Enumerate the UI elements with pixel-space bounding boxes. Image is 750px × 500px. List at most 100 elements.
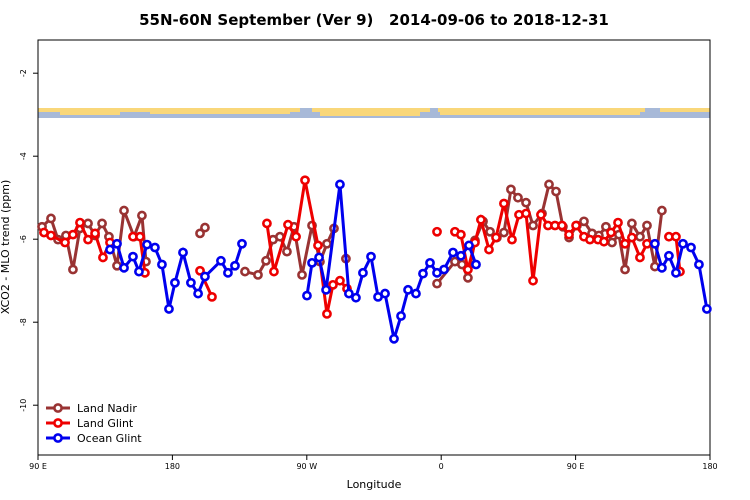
x-tick-label: 90 W xyxy=(296,462,317,471)
point xyxy=(195,265,205,276)
point xyxy=(463,264,473,275)
point xyxy=(314,252,324,263)
y-tick-label: -8 xyxy=(19,318,28,326)
point xyxy=(170,277,180,288)
point xyxy=(98,252,108,263)
point xyxy=(642,238,652,249)
point xyxy=(642,220,652,231)
point xyxy=(75,217,85,228)
point xyxy=(216,255,226,266)
point xyxy=(564,229,574,240)
point xyxy=(83,234,93,245)
point xyxy=(601,221,611,232)
point xyxy=(513,192,523,203)
point xyxy=(626,232,637,243)
x-tick-label: 90 E xyxy=(567,462,585,471)
point xyxy=(471,259,481,270)
point xyxy=(142,239,152,250)
legend-label: Ocean Glint xyxy=(77,432,142,445)
point xyxy=(328,279,338,290)
point xyxy=(536,209,546,220)
point xyxy=(464,240,474,251)
point xyxy=(193,288,203,299)
point xyxy=(223,267,233,278)
point xyxy=(230,260,240,271)
point xyxy=(613,217,623,228)
point xyxy=(607,237,617,248)
point xyxy=(484,244,494,255)
legend-label: Land Glint xyxy=(77,417,134,430)
point xyxy=(606,227,616,238)
series-line xyxy=(43,179,682,315)
point xyxy=(499,227,509,238)
legend-marker xyxy=(53,433,63,443)
point xyxy=(178,247,188,258)
x-tick-label: 0 xyxy=(439,462,444,471)
point xyxy=(571,220,581,231)
point xyxy=(485,226,495,237)
map-strip xyxy=(38,108,710,118)
point xyxy=(261,255,271,266)
point xyxy=(46,230,56,241)
point xyxy=(240,266,250,277)
point xyxy=(506,184,516,195)
point xyxy=(664,250,674,261)
point xyxy=(694,259,704,270)
point xyxy=(46,213,56,224)
point xyxy=(291,231,301,242)
point xyxy=(321,284,331,295)
point xyxy=(90,228,100,239)
point xyxy=(521,208,531,219)
x-axis-label: Longitude xyxy=(347,478,402,491)
point xyxy=(297,269,307,280)
point xyxy=(411,288,421,299)
point xyxy=(389,333,399,344)
legend: Land Nadir Land Glint Ocean Glint xyxy=(46,402,142,445)
point xyxy=(83,218,93,229)
point xyxy=(322,308,332,319)
point xyxy=(335,179,345,190)
series-line xyxy=(109,184,709,340)
y-axis-label: XCO2 - MLO trend (ppm) xyxy=(0,180,12,315)
point xyxy=(119,205,129,216)
point xyxy=(351,292,361,303)
point xyxy=(195,228,205,239)
point xyxy=(200,271,210,282)
point xyxy=(686,242,696,253)
point xyxy=(68,229,78,240)
point xyxy=(544,179,554,190)
y-tick-label: -10 xyxy=(19,399,28,412)
point xyxy=(128,251,138,262)
point xyxy=(403,284,413,295)
point xyxy=(476,214,486,225)
point xyxy=(626,218,637,229)
point xyxy=(366,251,376,262)
point xyxy=(432,226,442,237)
x-tick-label: 180 xyxy=(702,462,717,471)
point xyxy=(599,236,609,247)
point xyxy=(425,257,435,268)
point xyxy=(585,234,595,245)
point xyxy=(150,242,160,253)
point xyxy=(671,231,681,242)
point xyxy=(307,257,317,268)
y-tick-label: -6 xyxy=(19,235,28,243)
point xyxy=(671,267,681,278)
point xyxy=(557,220,567,231)
point xyxy=(380,288,390,299)
point xyxy=(456,229,466,240)
point xyxy=(649,238,660,249)
x-tick-label: 90 E xyxy=(29,462,47,471)
x-tick-label: 180 xyxy=(165,462,180,471)
point xyxy=(657,262,667,273)
point xyxy=(207,291,217,302)
point xyxy=(302,290,312,301)
point xyxy=(620,264,630,275)
chart-title: 55N-60N September (Ver 9) 2014-09-06 to … xyxy=(139,11,609,29)
point xyxy=(551,186,561,197)
point xyxy=(119,262,129,273)
point xyxy=(269,266,279,277)
point xyxy=(396,311,406,321)
